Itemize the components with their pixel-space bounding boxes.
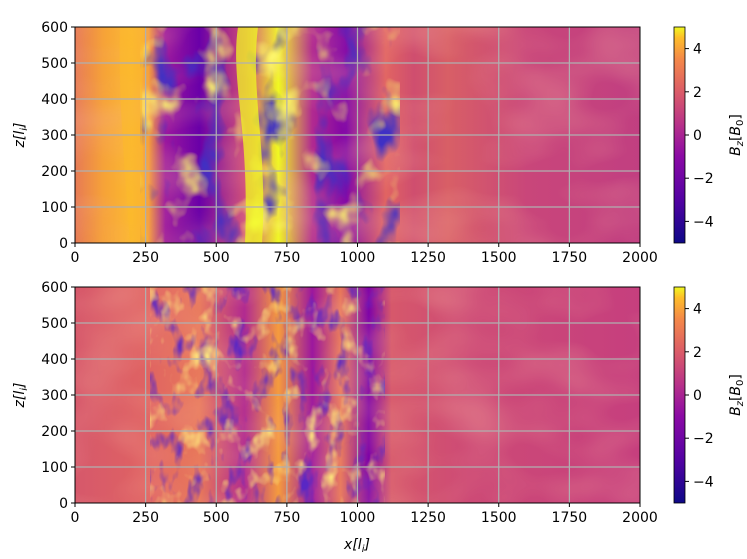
top-x-tick-label: 0 xyxy=(71,250,80,266)
top-y-tick-label: 0 xyxy=(59,236,68,252)
bottom-colorbar-tick-label: −4 xyxy=(693,474,714,490)
bottom-y-tick-label: 200 xyxy=(41,424,68,440)
bottom-y-tick-label: 500 xyxy=(41,316,68,332)
top-x-tick-label: 500 xyxy=(203,250,230,266)
top-x-tick-label: 1000 xyxy=(340,250,376,266)
top-y-tick-label: 400 xyxy=(41,92,68,108)
top-y-tick-label: 100 xyxy=(41,200,68,216)
top-x-tick-label: 250 xyxy=(132,250,159,266)
bottom-y-tick-label: 300 xyxy=(41,388,68,404)
bottom-x-tick-label: 1500 xyxy=(481,510,517,526)
bottom-colorbar-tick-label: 0 xyxy=(693,388,702,404)
bottom-colorbar-tick-label: −2 xyxy=(693,431,714,447)
top-colorbar-label: Bz[B0] xyxy=(728,114,746,156)
bottom-x-ticks: 0 250 500 750 1000 1250 1500 1750 2000 xyxy=(71,503,658,526)
bottom-colorbar-label: Bz[B0] xyxy=(728,374,746,416)
top-x-tick-label: 1750 xyxy=(552,250,588,266)
top-y-axis-label: z[li] xyxy=(12,123,30,149)
bottom-x-tick-label: 1250 xyxy=(410,510,446,526)
bottom-panel: 0 250 500 750 1000 1250 1500 1750 2000 0 100 200 30… xyxy=(12,280,658,555)
bottom-y-tick-label: 0 xyxy=(59,496,68,512)
top-x-tick-label: 2000 xyxy=(622,250,658,266)
top-colorbar-ticks: −4 −2 0 2 4 xyxy=(685,42,714,230)
top-panel: 0 250 500 750 1000 1250 1500 1750 2000 0 100 200 30… xyxy=(12,20,658,266)
top-y-tick-label: 200 xyxy=(41,164,68,180)
top-gridlines xyxy=(75,27,640,243)
top-colorbar-tick-label: −2 xyxy=(693,171,714,187)
bottom-y-tick-label: 100 xyxy=(41,460,68,476)
top-y-tick-label: 300 xyxy=(41,128,68,144)
top-colorbar-tick-label: −4 xyxy=(693,214,714,230)
bottom-x-tick-label: 750 xyxy=(274,510,301,526)
bottom-x-axis-label: x[li] xyxy=(343,537,370,555)
bottom-y-tick-label: 400 xyxy=(41,352,68,368)
top-y-tick-label: 500 xyxy=(41,56,68,72)
bottom-colorbar-tick-label: 2 xyxy=(693,345,702,361)
bottom-y-ticks: 0 100 200 300 400 500 600 xyxy=(41,280,75,512)
bottom-gridlines xyxy=(75,287,640,503)
top-colorbar-tick-label: 0 xyxy=(693,128,702,144)
top-x-tick-label: 1250 xyxy=(410,250,446,266)
bottom-x-tick-label: 2000 xyxy=(622,510,658,526)
bottom-y-axis-label: z[li] xyxy=(12,383,30,409)
top-colorbar-tick-label: 4 xyxy=(693,42,702,58)
bottom-x-tick-label: 500 xyxy=(203,510,230,526)
bottom-x-tick-label: 1750 xyxy=(552,510,588,526)
top-y-ticks: 0 100 200 300 400 500 600 xyxy=(41,20,75,252)
bottom-x-tick-label: 1000 xyxy=(340,510,376,526)
bottom-colorbar: −4 −2 0 2 4 Bz[B0] xyxy=(673,286,746,504)
top-colorbar-tick-label: 2 xyxy=(693,85,702,101)
top-colorbar: −4 −2 0 2 4 Bz[B0] xyxy=(673,26,746,244)
top-x-tick-label: 750 xyxy=(274,250,301,266)
bottom-x-tick-label: 250 xyxy=(132,510,159,526)
top-y-tick-label: 600 xyxy=(41,20,68,36)
bottom-y-tick-label: 600 xyxy=(41,280,68,296)
bottom-colorbar-ticks: −4 −2 0 2 4 xyxy=(685,302,714,490)
bottom-colorbar-tick-label: 4 xyxy=(693,302,702,318)
bottom-x-tick-label: 0 xyxy=(71,510,80,526)
top-x-tick-label: 1500 xyxy=(481,250,517,266)
top-x-ticks: 0 250 500 750 1000 1250 1500 1750 2000 xyxy=(71,243,658,266)
